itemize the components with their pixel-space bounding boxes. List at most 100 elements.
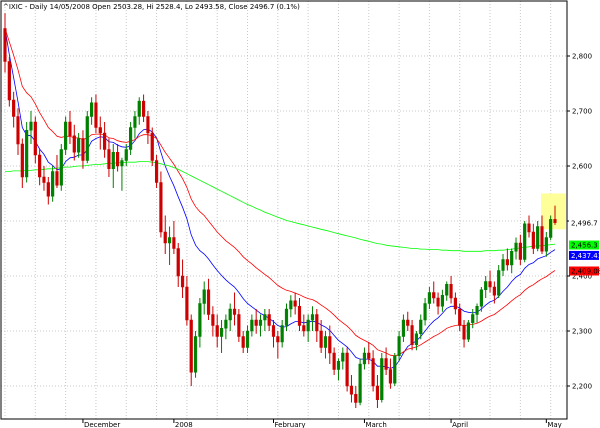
candle-body bbox=[345, 352, 349, 387]
candle-body bbox=[38, 154, 42, 178]
candle-body bbox=[471, 314, 475, 323]
moving-average-line bbox=[5, 161, 556, 252]
candle-body bbox=[523, 223, 527, 260]
candle-body bbox=[531, 231, 535, 249]
value-tag-label: 2,437.41 bbox=[571, 252, 600, 260]
candle-body bbox=[505, 259, 509, 266]
candle-body bbox=[72, 135, 76, 153]
candle-body bbox=[397, 336, 401, 356]
candle-body bbox=[150, 132, 154, 161]
candle-body bbox=[319, 330, 323, 348]
candle-body bbox=[133, 116, 137, 128]
candle-body bbox=[371, 358, 375, 387]
y-tick-label: 2,200 bbox=[572, 383, 592, 391]
candle-body bbox=[206, 289, 211, 315]
candle-body bbox=[488, 281, 492, 288]
candle-body bbox=[501, 259, 505, 271]
candle-body bbox=[453, 297, 457, 310]
chart-title: ^IXIC - Daily 14/05/2008 Open 2503.28, H… bbox=[3, 3, 300, 11]
candle-body bbox=[141, 100, 146, 117]
candle-body bbox=[107, 149, 111, 169]
candle-body bbox=[440, 295, 444, 307]
candle-body bbox=[375, 385, 380, 400]
candle-body bbox=[414, 333, 419, 345]
candle-body bbox=[553, 219, 557, 223]
candle-body bbox=[20, 143, 24, 178]
candle-body bbox=[410, 325, 414, 345]
candle-body bbox=[232, 308, 237, 315]
value-tag-box bbox=[569, 266, 599, 276]
candle-body bbox=[245, 330, 250, 348]
candle-body bbox=[549, 219, 553, 238]
y-tick-label: 2,700 bbox=[572, 108, 592, 116]
value-tag-box bbox=[569, 218, 599, 228]
candle-body bbox=[284, 308, 289, 326]
candle-body bbox=[362, 352, 367, 365]
candle-body bbox=[189, 319, 193, 373]
candle-body bbox=[16, 116, 20, 145]
candle-body bbox=[380, 358, 384, 400]
candle-body bbox=[406, 319, 410, 326]
candle-body bbox=[90, 102, 94, 117]
candle-body bbox=[202, 289, 206, 304]
candle-body bbox=[462, 325, 466, 340]
candle-body bbox=[358, 363, 362, 403]
candle-body bbox=[475, 306, 479, 315]
candle-body bbox=[163, 231, 167, 244]
candle-body bbox=[306, 319, 310, 332]
candle-body bbox=[254, 319, 258, 326]
candle-body bbox=[193, 336, 198, 373]
plot-frame bbox=[0, 0, 568, 420]
candle-body bbox=[120, 160, 124, 167]
candle-body bbox=[77, 138, 81, 153]
x-axis: December 2008 February March April May bbox=[82, 419, 562, 428]
x-tick-label: February bbox=[275, 421, 306, 428]
candle-body bbox=[219, 328, 224, 337]
candle-body bbox=[484, 281, 488, 290]
candle-body bbox=[297, 306, 302, 326]
candle-body bbox=[436, 297, 440, 307]
candle-body bbox=[427, 292, 432, 304]
candle-body bbox=[354, 394, 358, 403]
value-tag-label: 2,496.7 bbox=[571, 219, 598, 227]
candle-body bbox=[536, 226, 540, 249]
candle-body bbox=[302, 325, 306, 332]
y-tick-label: 2,400 bbox=[572, 273, 592, 281]
candle-body bbox=[466, 322, 470, 340]
candle-body bbox=[98, 127, 102, 134]
candle-body bbox=[310, 314, 315, 321]
x-tick-label: May bbox=[547, 421, 561, 428]
candle-body bbox=[445, 284, 449, 296]
candle-body bbox=[198, 303, 202, 337]
candle-body bbox=[137, 100, 141, 117]
candle-body bbox=[315, 314, 319, 332]
candle-body bbox=[146, 116, 150, 134]
candle-body bbox=[527, 223, 531, 233]
candle-body bbox=[341, 352, 345, 362]
candle-body bbox=[46, 182, 50, 197]
candle-body bbox=[458, 308, 462, 326]
candle-body bbox=[263, 314, 267, 321]
value-tag-label: 2,409.08 bbox=[571, 268, 600, 276]
candle-body bbox=[280, 325, 284, 343]
candle-body bbox=[540, 226, 544, 252]
candle-body bbox=[103, 132, 107, 150]
candle-body bbox=[518, 242, 522, 260]
candle-body bbox=[492, 286, 496, 296]
candle-body bbox=[33, 121, 37, 156]
candle-body bbox=[276, 336, 280, 343]
candle-body bbox=[228, 308, 232, 321]
candle-body bbox=[51, 171, 55, 197]
candle-body bbox=[81, 138, 85, 161]
candle-body bbox=[180, 275, 185, 288]
candle-body bbox=[514, 242, 518, 252]
last-candle-highlight bbox=[541, 193, 566, 230]
candle-body bbox=[128, 127, 133, 150]
candle-body bbox=[3, 28, 7, 62]
candle-body bbox=[384, 358, 388, 370]
candle-body bbox=[388, 369, 393, 384]
candle-body bbox=[367, 352, 371, 359]
x-tick-label: April bbox=[452, 421, 468, 428]
